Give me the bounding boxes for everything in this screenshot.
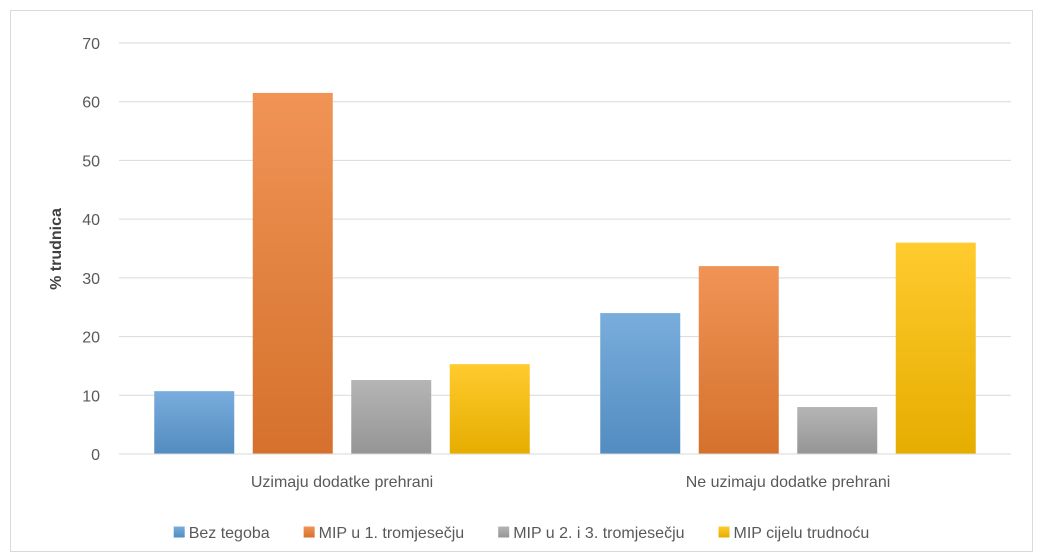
legend-swatch [498, 526, 510, 538]
chart-frame: 0 10 20 30 40 50 60 70 Uzimaju dodatke prehrani… [10, 10, 1033, 552]
legend-swatch [173, 526, 185, 538]
y-axis-ticks: 0 10 20 30 40 50 60 70 [82, 36, 100, 464]
y-tick-label: 20 [82, 330, 100, 347]
legend-label: MIP u 1. tromjesečju [319, 525, 465, 542]
legend-swatch [718, 526, 730, 538]
legend-label: MIP u 2. i 3. tromjesečju [513, 525, 684, 542]
bars [154, 92, 976, 455]
y-tick-label: 0 [91, 447, 100, 464]
y-tick-label: 40 [82, 212, 100, 229]
y-axis-label: % trudnica [48, 208, 65, 290]
x-category-label: Ne uzimaju dodatke prehrani [686, 474, 891, 491]
y-tick-label: 60 [82, 95, 100, 112]
y-tick-label: 70 [82, 36, 100, 53]
bar [600, 313, 681, 454]
bar [351, 380, 432, 454]
bar-chart: 0 10 20 30 40 50 60 70 Uzimaju dodatke prehrani… [48, 36, 1011, 542]
legend-swatch [303, 526, 315, 538]
x-category-label: Uzimaju dodatke prehrani [251, 474, 433, 491]
legend-label: Bez tegoba [189, 525, 270, 542]
legend: Bez tegoba MIP u 1. tromjesečju MIP u 2. i… [173, 525, 870, 542]
y-tick-label: 50 [82, 153, 100, 170]
legend-label: MIP cijelu trudnoću [734, 525, 870, 542]
bar [797, 407, 878, 454]
bar [449, 364, 530, 454]
bar [895, 242, 976, 454]
y-tick-label: 10 [82, 388, 100, 405]
bar [154, 391, 235, 454]
y-tick-label: 30 [82, 271, 100, 288]
bar [698, 266, 779, 454]
bar [252, 92, 333, 455]
x-axis-categories: Uzimaju dodatke prehrani Ne uzimaju dodat… [251, 474, 890, 491]
